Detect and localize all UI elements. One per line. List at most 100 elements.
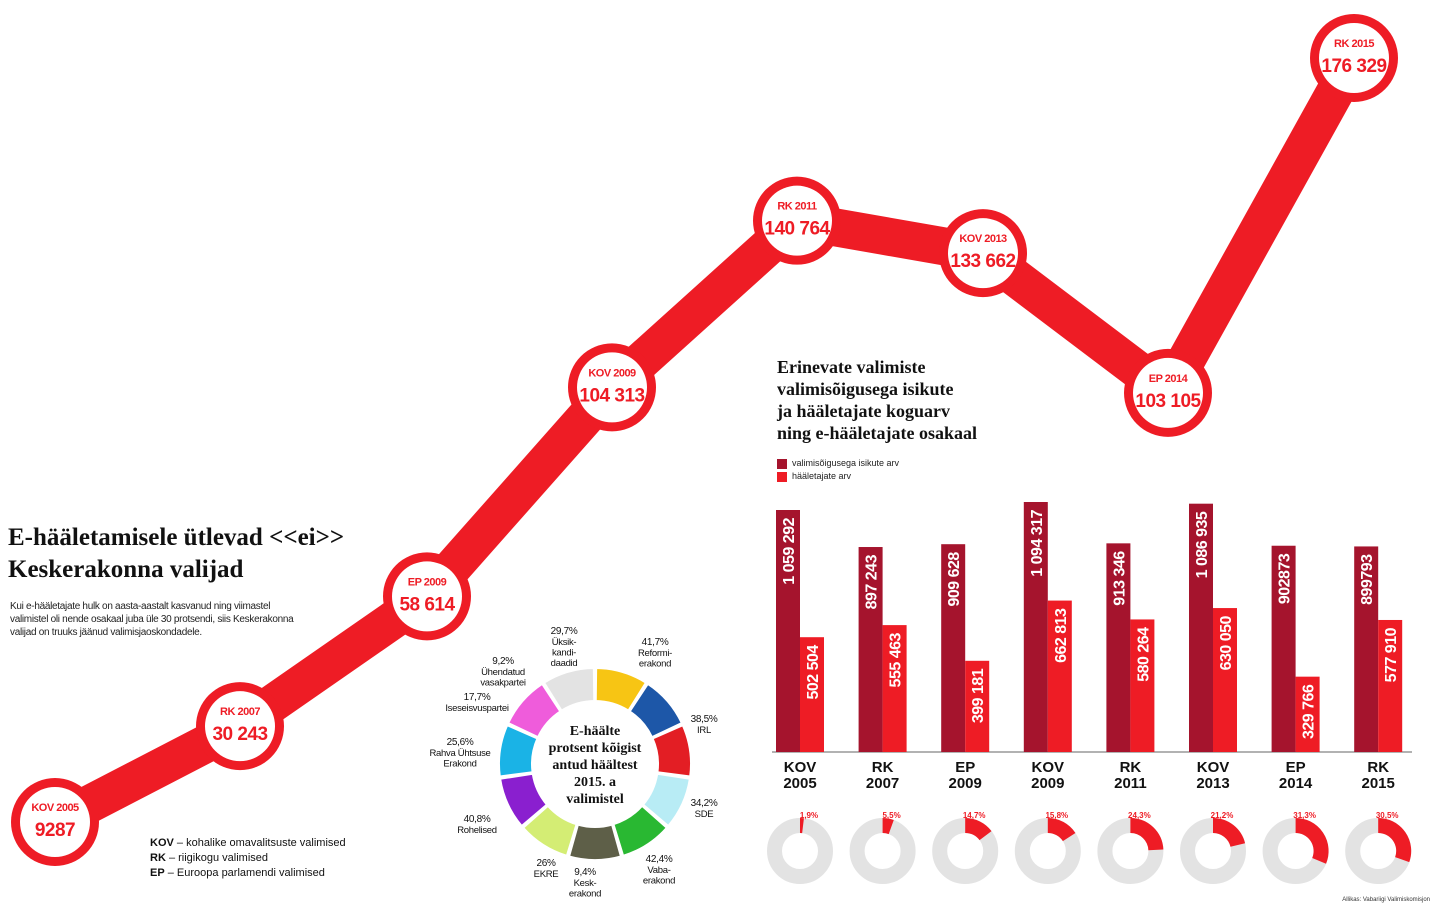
point-inner-circle [577, 352, 647, 423]
point-election-label: KOV 2009 [588, 367, 636, 379]
category-label: KOV [784, 759, 817, 776]
slice-name-label: Üksik- [552, 637, 577, 648]
ring-share-label: 5,5% [882, 811, 900, 820]
donut-slice [506, 682, 562, 739]
ring-track [849, 818, 916, 884]
donut-slice-label: 34,2%SDE [691, 798, 719, 820]
bar [1271, 545, 1296, 752]
point-inner-circle [392, 561, 462, 632]
slice-percent-label: 25,6% [447, 737, 474, 748]
ring-share-arc [1047, 818, 1076, 842]
bar [800, 637, 824, 752]
donut-slice-label: 17,7%Iseseisvuspartei [445, 692, 509, 714]
share-ring: 24,3% [1097, 811, 1164, 884]
ring-share-arc [1129, 818, 1164, 851]
slice-name-label: Reformi- [638, 648, 672, 659]
bar-value-label: 902873 [1277, 553, 1294, 604]
slice-name-label: Erakond [443, 759, 476, 770]
category-label: RK [872, 759, 894, 776]
bar-chart-title: Erinevate valimiste valimisõigusega isik… [777, 356, 1097, 444]
legend-item-eligible: valimisõigusega isikute arv [777, 457, 899, 470]
slice-name-label: erakond [639, 659, 671, 670]
category-label: RK [1120, 759, 1142, 776]
slice-name-label: kandi- [552, 648, 576, 659]
e-voter-point: KOV 2005 9287 [11, 778, 99, 866]
e-share-rings: 1,9% 5,5% 14,7% 15,8% 24,3% 21,2% 31,3% 30,5% [767, 811, 1412, 884]
slice-name-label: Ühendatud [481, 667, 525, 678]
category-label: RK [1367, 759, 1389, 776]
category-label: 2007 [866, 775, 899, 792]
ring-track [767, 818, 833, 884]
slice-percent-label: 42,4% [646, 854, 673, 865]
bar [1354, 546, 1379, 752]
bar-value-label: 399 181 [970, 668, 987, 723]
source-note: Allikas: Vabariigi Valimiskomisjon [1342, 897, 1430, 903]
point-inner-circle [20, 787, 90, 857]
share-ring: 30,5% [1345, 811, 1412, 884]
slice-name-label: erakond [643, 876, 675, 887]
donut-slice [641, 772, 691, 828]
e-voter-point: EP 2014 103 105 [1124, 348, 1212, 437]
point-election-label: KOV 2013 [959, 233, 1007, 245]
point-inner-circle [1319, 23, 1389, 93]
bar [1023, 502, 1048, 752]
ring-share-label: 24,3% [1128, 811, 1151, 820]
bar [1106, 543, 1131, 752]
ring-share-arc [1295, 818, 1329, 864]
point-election-label: RK 2015 [1334, 38, 1374, 50]
donut-slice-label: 9,4%Kesk-erakond [569, 867, 602, 900]
donut-slice-label: 41,7%Reformi-erakond [638, 637, 672, 670]
donut-center-label: antud häältest [552, 758, 638, 773]
ring-share-label: 14,7% [963, 811, 986, 820]
party-donut-chart: 41,7%Reformi-erakond 38,5%IRL 34,2%SDE 42,4… [429, 626, 719, 900]
category-label: 2005 [783, 775, 816, 792]
category-label: 2015 [1362, 775, 1395, 792]
point-value-label: 133 662 [950, 251, 1015, 272]
point-election-label: RK 2011 [777, 201, 817, 213]
ring-share-label: 31,3% [1293, 811, 1316, 820]
ring-share-label: 30,5% [1376, 811, 1399, 820]
ring-share-arc [882, 818, 894, 835]
bar [965, 660, 990, 752]
donut-center-label: protsent kõigist [549, 741, 642, 756]
slice-percent-label: 26% [536, 858, 556, 869]
e-voter-point: RK 2015 176 329 [1310, 14, 1398, 102]
slice-percent-label: 17,7% [464, 692, 491, 703]
point-value-label: 176 329 [1321, 56, 1386, 77]
bar-value-label: 1 094 317 [1029, 509, 1046, 576]
donut-slice [499, 772, 549, 828]
category-label: 2011 [1114, 775, 1147, 792]
donut-slice-label: 26%EKRE [534, 858, 559, 880]
share-ring: 15,8% [1014, 811, 1081, 884]
e-voter-point: RK 2007 30 243 [196, 682, 284, 771]
bar [882, 625, 907, 752]
bar-value-label: 662 813 [1053, 608, 1070, 663]
bar-value-label: 909 628 [946, 552, 963, 607]
share-ring: 31,3% [1262, 811, 1329, 884]
slice-percent-label: 9,4% [574, 867, 596, 878]
category-label: 2013 [1196, 775, 1229, 792]
point-value-label: 103 105 [1135, 391, 1201, 412]
legend-item-voters: hääletajate arv [777, 470, 899, 483]
slice-name-label: erakond [569, 889, 601, 900]
bar-value-label: 577 910 [1383, 627, 1400, 682]
donut-slice-label: 29,7%Üksik-kandi-daadid [551, 626, 579, 669]
bar-value-label: 899793 [1359, 554, 1376, 605]
donut-slice [521, 804, 578, 858]
category-label: 2009 [1031, 775, 1064, 792]
e-voter-point: KOV 2009 104 313 [568, 343, 656, 432]
point-value-label: 58 614 [399, 594, 455, 615]
bar-value-label: 502 504 [805, 645, 822, 700]
point-election-label: EP 2014 [1149, 373, 1189, 385]
bar [1378, 619, 1403, 752]
headline: E-hääletamisele ütlevad <<ei>> Keskerako… [8, 522, 408, 586]
slice-percent-label: 40,8% [464, 814, 491, 825]
donut-slice [542, 666, 596, 712]
slice-percent-label: 9,2% [492, 656, 514, 667]
e-voter-point: KOV 2013 133 662 [939, 209, 1027, 298]
